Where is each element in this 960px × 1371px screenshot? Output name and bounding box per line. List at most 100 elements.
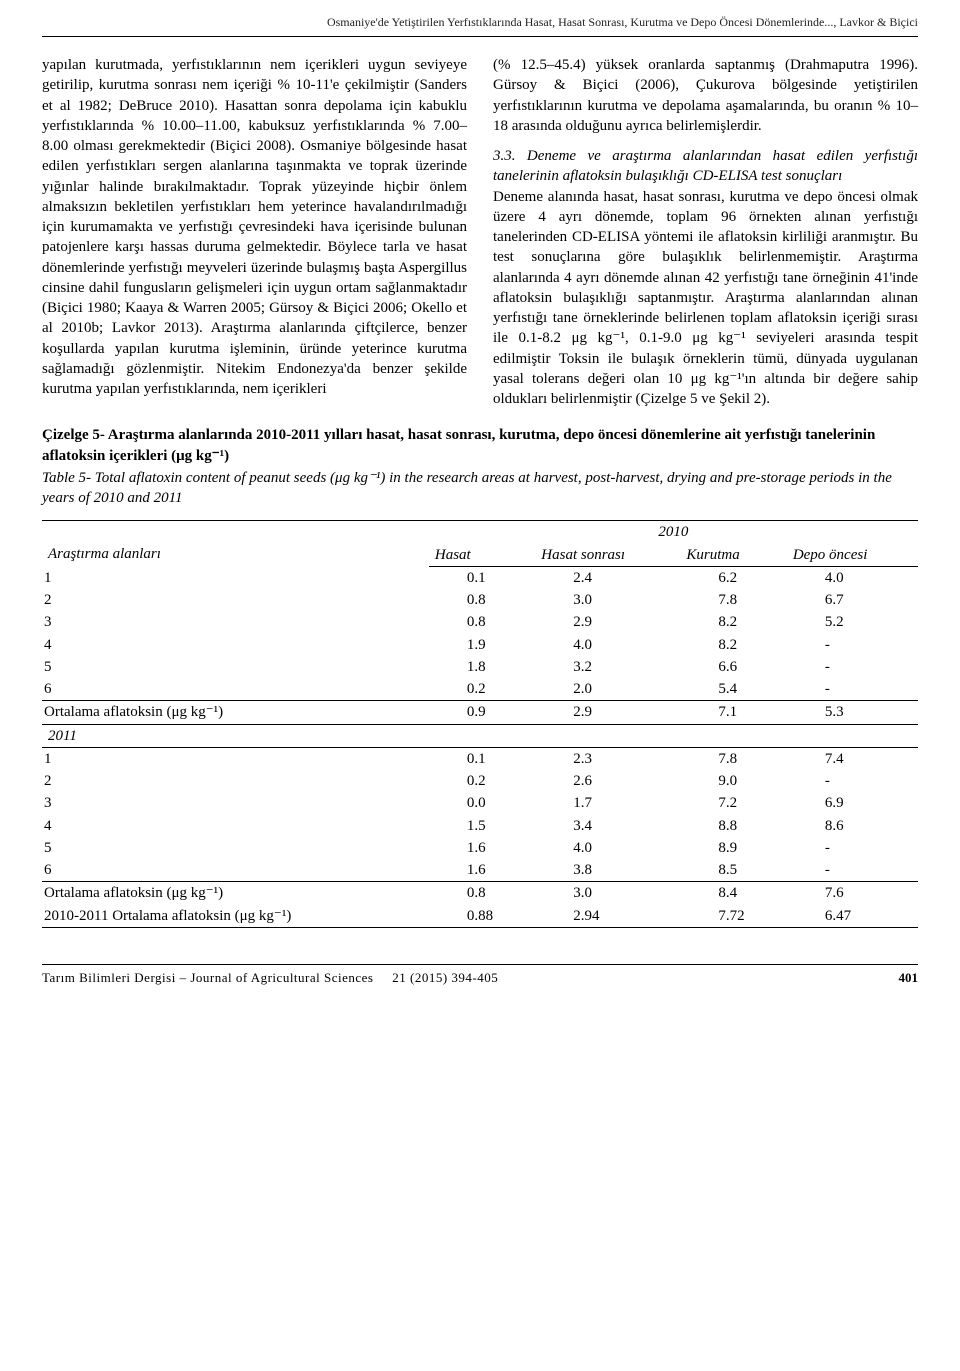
col-hasat: Hasat [429,544,535,567]
table-cell: 8.2 [680,634,786,656]
table-cell: 5.2 [787,611,918,633]
table-cell: 0.8 [429,611,535,633]
table-row: 41.53.48.88.6 [42,815,918,837]
table-row: 20.22.69.0- [42,770,918,792]
table-cell: - [787,837,918,859]
table-cell: 7.2 [680,792,786,814]
table-cell: 8.8 [680,815,786,837]
table-cell: 5.4 [680,678,786,701]
table-cell: - [787,770,918,792]
table-cell: 0.8 [429,589,535,611]
year-2011-label: 2011 [42,724,918,747]
section-heading: 3.3. Deneme ve araştırma alanlarından ha… [493,146,918,187]
header-rule [42,36,918,37]
areas-header: Araştırma alanları [42,521,429,567]
table-cell: 3 [42,611,429,633]
table-cell: 0.1 [429,747,535,770]
table-cell: 0.0 [429,792,535,814]
avg-2011-row: Ortalama aflatoksin (μg kg⁻¹) 0.8 3.0 8.… [42,882,918,905]
content-columns: yapılan kurutmada, yerfıstıklarının nem … [0,55,960,409]
table-cell: 6.6 [680,656,786,678]
right-column: (% 12.5–45.4) yüksek oranlarda saptanmış… [493,55,918,409]
table-cell: 1.5 [429,815,535,837]
footer-rule [42,964,918,965]
table-row: 10.12.46.24.0 [42,566,918,589]
table-cell: 2 [42,589,429,611]
caption-turkish: Çizelge 5- Araştırma alanlarında 2010-20… [42,425,918,466]
table-cell: 4.0 [535,634,680,656]
left-column: yapılan kurutmada, yerfıstıklarının nem … [42,55,467,409]
table-cell: - [787,678,918,701]
table-cell: 1.8 [429,656,535,678]
table-cell: 3.0 [535,589,680,611]
table-cell: 1.6 [429,837,535,859]
table-cell: 0.1 [429,566,535,589]
table-cell: 5 [42,837,429,859]
right-paragraph-1: (% 12.5–45.4) yüksek oranlarda saptanmış… [493,55,918,136]
table-cell: 9.0 [680,770,786,792]
avg-both-label: 2010-2011 Ortalama aflatoksin (μg kg⁻¹) [42,905,429,928]
table-caption: Çizelge 5- Araştırma alanlarında 2010-20… [0,409,960,514]
table-cell: 0.2 [429,678,535,701]
table-cell: - [787,656,918,678]
avg-2011-val: 7.6 [787,882,918,905]
avg-both-val: 2.94 [535,905,680,928]
col-hasat-sonrasi: Hasat sonrası [535,544,680,567]
avg-2010-val: 7.1 [680,701,786,724]
avg-both-row: 2010-2011 Ortalama aflatoksin (μg kg⁻¹) … [42,905,918,928]
table-cell: 4 [42,815,429,837]
table-cell: 1.7 [535,792,680,814]
table-row: 51.83.26.6- [42,656,918,678]
avg-2010-row: Ortalama aflatoksin (μg kg⁻¹) 0.9 2.9 7.… [42,701,918,724]
table-cell: 3.4 [535,815,680,837]
table-cell: 3.8 [535,859,680,882]
table-row: 60.22.05.4- [42,678,918,701]
caption-english: Table 5- Total aflatoxin content of pean… [42,468,918,509]
year-2010-header: 2010 [429,521,918,544]
table-row: 20.83.07.86.7 [42,589,918,611]
table-cell: 2.6 [535,770,680,792]
table-cell: 2.0 [535,678,680,701]
journal-issue: 21 (2015) 394-405 [392,970,498,985]
table-cell: 6 [42,859,429,882]
table-cell: - [787,859,918,882]
avg-both-val: 0.88 [429,905,535,928]
avg-both-val: 7.72 [680,905,786,928]
table-row: 10.12.37.87.4 [42,747,918,770]
table-cell: 8.6 [787,815,918,837]
avg-2010-val: 0.9 [429,701,535,724]
table-cell: 0.2 [429,770,535,792]
col-kurutma: Kurutma [680,544,786,567]
table-cell: 1.6 [429,859,535,882]
avg-2010-val: 5.3 [787,701,918,724]
table-cell: 7.8 [680,747,786,770]
avg-2011-val: 8.4 [680,882,786,905]
avg-both-val: 6.47 [787,905,918,928]
avg-2011-label: Ortalama aflatoksin (μg kg⁻¹) [42,882,429,905]
table-cell: 7.8 [680,589,786,611]
running-head: Osmaniye'de Yetiştirilen Yerfıstıklarınd… [0,0,960,34]
table-year-row: Araştırma alanları 2010 [42,521,918,544]
left-paragraph: yapılan kurutmada, yerfıstıklarının nem … [42,55,467,399]
table-cell: 3.2 [535,656,680,678]
table-cell: 3 [42,792,429,814]
aflatoxin-table: Araştırma alanları 2010 Hasat Hasat sonr… [42,520,918,928]
table-cell: 2.4 [535,566,680,589]
table-cell: 5 [42,656,429,678]
table-cell: 4.0 [535,837,680,859]
table-cell: 1.9 [429,634,535,656]
table-row: 30.01.77.26.9 [42,792,918,814]
col-depo-oncesi: Depo öncesi [787,544,918,567]
footer-journal: Tarım Bilimleri Dergisi – Journal of Agr… [42,969,498,987]
year-2011-row: 2011 [42,724,918,747]
table-row: 30.82.98.25.2 [42,611,918,633]
table-cell: 1 [42,747,429,770]
table-cell: 6.9 [787,792,918,814]
journal-name: Tarım Bilimleri Dergisi – Journal of Agr… [42,970,373,985]
table-cell: 4.0 [787,566,918,589]
table-cell: 8.9 [680,837,786,859]
avg-2010-label: Ortalama aflatoksin (μg kg⁻¹) [42,701,429,724]
table-cell: 7.4 [787,747,918,770]
right-paragraph-2: Deneme alanında hasat, hasat sonrası, ku… [493,187,918,410]
table-cell: 2.9 [535,611,680,633]
